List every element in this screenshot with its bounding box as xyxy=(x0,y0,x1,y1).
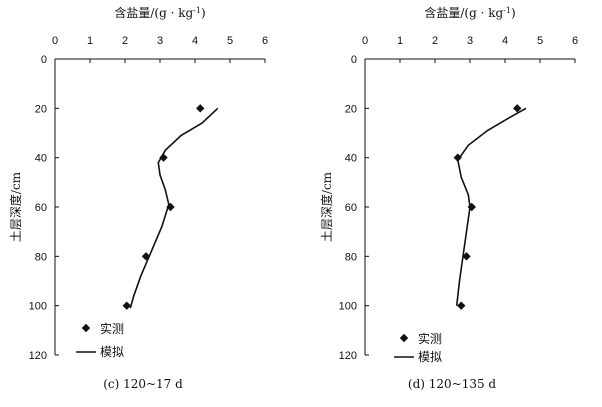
y-tick-label: 0 xyxy=(351,54,357,66)
y-tick-label: 120 xyxy=(29,350,47,362)
measured-point xyxy=(513,104,522,113)
simulated-line xyxy=(455,107,527,306)
x-tick-label: 6 xyxy=(572,35,578,47)
x-tick-label: 3 xyxy=(157,35,163,47)
legend-measured-label: 实测 xyxy=(100,321,124,336)
y-tick-label: 80 xyxy=(35,251,47,263)
measured-point xyxy=(462,252,471,261)
x-tick-label: 3 xyxy=(467,35,473,47)
x-tick-label: 1 xyxy=(87,35,93,47)
x-tick-label: 2 xyxy=(432,35,438,47)
x-tick-label: 2 xyxy=(122,35,128,47)
chart-panel-c: 含盐量/(g · kg-1) 土层深度/cm 实测 模拟 (c) 120~17 … xyxy=(8,5,268,391)
panel-caption: (d) 120~135 d xyxy=(408,377,497,391)
legend-simulated-label: 模拟 xyxy=(100,345,124,359)
measured-point xyxy=(457,301,466,310)
x-tick-label: 4 xyxy=(502,35,508,47)
y-tick-label: 100 xyxy=(29,301,47,313)
measured-point xyxy=(166,202,175,212)
legend-measured-label: 实测 xyxy=(418,331,442,346)
y-tick-label: 40 xyxy=(345,153,357,165)
y-tick-label: 20 xyxy=(35,103,47,115)
y-tick-label: 60 xyxy=(345,202,357,214)
x-tick-label: 6 xyxy=(262,35,268,47)
panel-caption: (c) 120~17 d xyxy=(103,377,183,391)
y-tick-label: 0 xyxy=(41,54,47,66)
y-tick-label: 40 xyxy=(35,153,47,165)
measured-point xyxy=(196,104,205,113)
x-tick-label: 5 xyxy=(537,35,543,47)
x-tick-label: 5 xyxy=(227,35,233,47)
y-tick-label: 20 xyxy=(345,103,357,115)
legend-measured-marker xyxy=(81,323,91,333)
x-tick-label: 1 xyxy=(397,35,403,47)
y-tick-label: 120 xyxy=(339,350,357,362)
measured-point xyxy=(453,153,462,162)
y-axis-label: 土层深度/cm xyxy=(8,171,23,242)
y-tick-label: 100 xyxy=(339,301,357,313)
x-tick-label: 0 xyxy=(52,35,58,47)
measured-point xyxy=(141,252,151,261)
y-axis-label: 土层深度/cm xyxy=(319,171,334,242)
x-tick-label: 4 xyxy=(192,35,198,47)
simulated-line xyxy=(129,107,219,309)
legend-simulated-label: 模拟 xyxy=(418,350,442,364)
legend-measured-marker xyxy=(399,333,409,343)
y-tick-label: 60 xyxy=(35,202,47,214)
x-axis-label: 含盐量/(g · kg-1) xyxy=(114,5,205,20)
chart-panel-d: 含盐量/(g · kg-1) 土层深度/cm 实测 模拟 (d) 120~135… xyxy=(319,5,578,391)
x-tick-label: 0 xyxy=(362,35,368,47)
measured-point xyxy=(467,202,476,212)
x-axis-label: 含盐量/(g · kg-1) xyxy=(424,5,515,20)
measured-point xyxy=(159,153,168,162)
measured-point xyxy=(122,301,131,310)
y-tick-label: 80 xyxy=(345,251,357,263)
